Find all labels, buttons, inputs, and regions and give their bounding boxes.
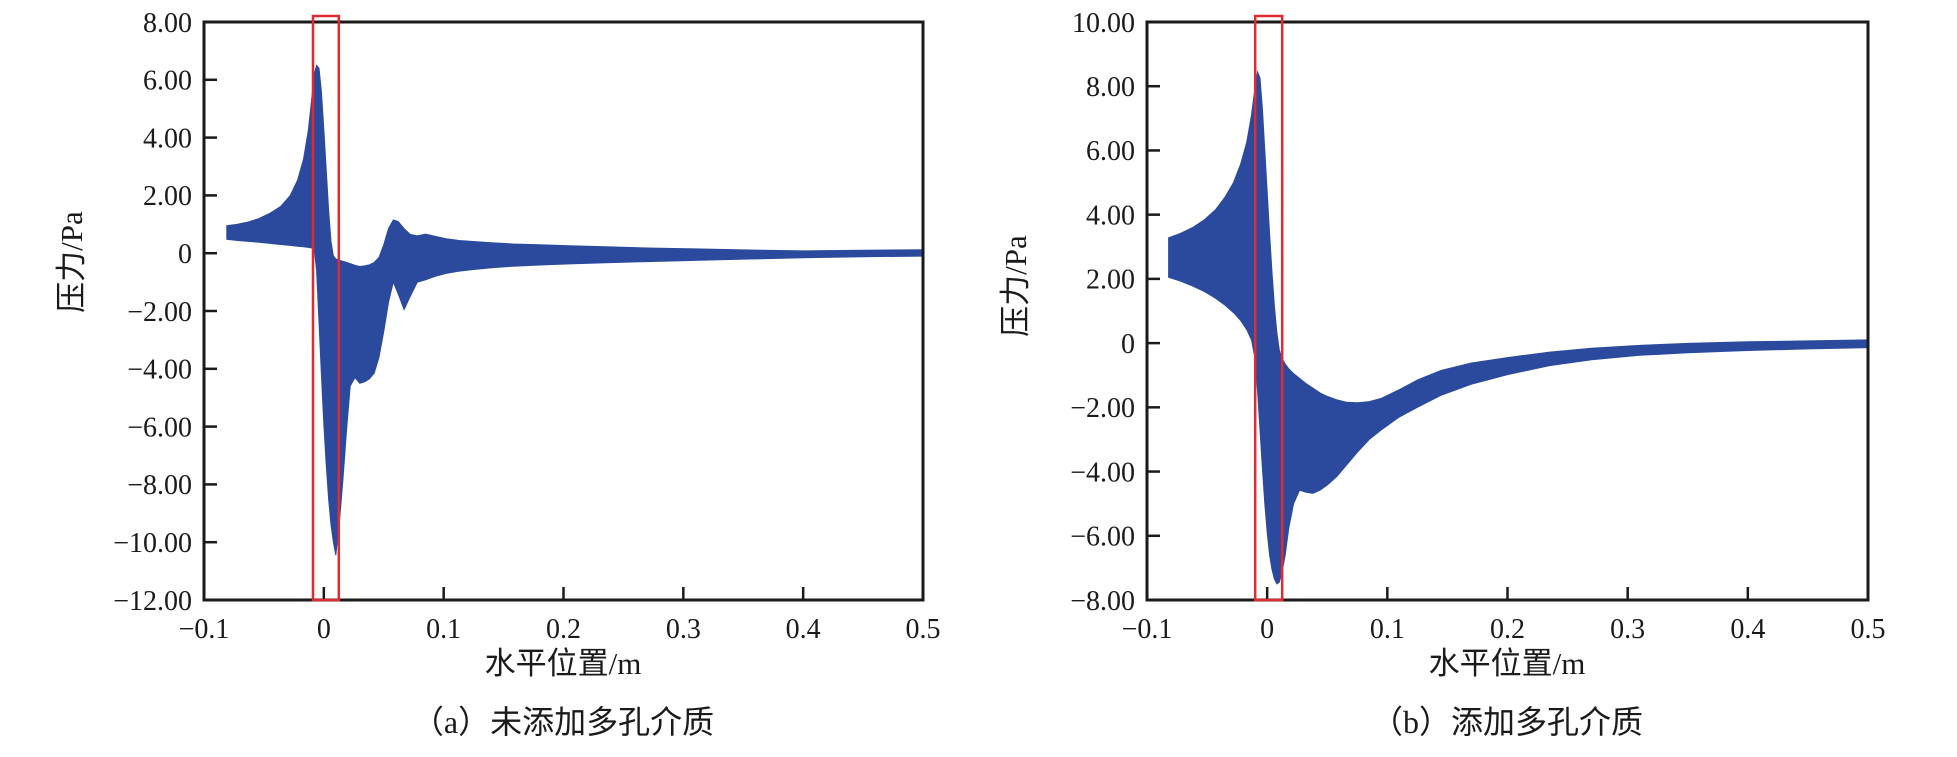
y-tick-label-a: −4.00	[127, 355, 192, 386]
chart-b-caption: （b）添加多孔介质	[1371, 704, 1643, 740]
chart-a-caption: （a）未添加多孔介质	[412, 704, 714, 740]
x-tick-label-b: 0.3	[1610, 614, 1645, 645]
y-tick-label-b: −6.00	[1070, 522, 1135, 553]
x-tick-label-b: 0.4	[1730, 614, 1765, 645]
y-tick-label-a: −8.00	[127, 470, 192, 501]
pressure-envelope-b	[1168, 69, 1869, 585]
plot-frame-b	[1145, 20, 1870, 602]
x-tick-label-b: −0.1	[1122, 614, 1173, 645]
x-tick-label-a: 0.5	[906, 614, 941, 645]
y-tick-label-b: 2.00	[1086, 265, 1135, 296]
plot-frame-a	[202, 20, 925, 602]
y-tick-label-a: −2.00	[127, 297, 192, 328]
y-tick-label-b: −4.00	[1070, 457, 1135, 488]
x-tick-label-b: 0.2	[1490, 614, 1525, 645]
y-tick-label-a: 8.00	[143, 8, 192, 39]
x-tick-label-a: −0.1	[179, 614, 230, 645]
chart-b-x-axis-title: 水平位置/m	[1429, 646, 1586, 681]
y-tick-label-b: 10.00	[1072, 8, 1135, 39]
x-tick-label-a: 0.3	[666, 614, 701, 645]
y-tick-label-b: −8.00	[1070, 586, 1135, 617]
y-tick-label-a: −6.00	[127, 412, 192, 443]
y-tick-label-a: 6.00	[143, 66, 192, 97]
y-tick-label-b: 0	[1121, 329, 1135, 360]
x-tick-label-b: 0.5	[1851, 614, 1886, 645]
x-tick-label-a: 0.4	[786, 614, 821, 645]
x-tick-label-b: 0	[1260, 614, 1274, 645]
pressure-envelope-a	[226, 64, 924, 556]
y-tick-label-b: −2.00	[1070, 393, 1135, 424]
x-tick-label-a: 0.1	[426, 614, 461, 645]
x-tick-label-b: 0.1	[1370, 614, 1405, 645]
y-tick-label-a: 0	[178, 239, 192, 270]
highlight-box-a	[311, 14, 341, 602]
chart-a-y-axis-title: 压力/Pa	[54, 211, 89, 313]
chart-a-plot: 8.00 6.00 4.00 2.00 0 −2.00 −4.00 −6.00 −8.00 −10…	[113, 8, 940, 645]
y-tick-label-b: 8.00	[1086, 72, 1135, 103]
chart-b-y-axis-title: 压力/Pa	[998, 235, 1033, 337]
y-tick-label-a: 2.00	[143, 181, 192, 212]
y-tick-label-b: 6.00	[1086, 136, 1135, 167]
y-tick-label-a: −12.00	[113, 586, 192, 617]
x-tick-label-a: 0.2	[546, 614, 581, 645]
y-tick-label-b: 4.00	[1086, 200, 1135, 231]
highlight-box-b	[1253, 14, 1284, 602]
chart-a-x-axis-title: 水平位置/m	[485, 646, 642, 681]
y-tick-label-a: −10.00	[113, 528, 192, 559]
y-tick-label-a: 4.00	[143, 123, 192, 154]
chart-b-plot: 10.00 8.00 6.00 4.00 2.00 0 −2.00 −4.00 −6.00 −8.…	[1070, 8, 1885, 645]
x-tick-label-a: 0	[317, 614, 331, 645]
